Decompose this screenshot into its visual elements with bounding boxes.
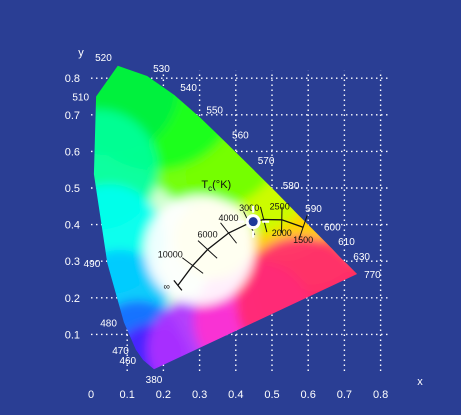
isotherm-tick	[220, 222, 237, 244]
highlight-point-dot	[248, 217, 258, 227]
y-tick-label: 0.8	[65, 73, 80, 85]
wavelength-label: 380	[146, 375, 163, 386]
wavelength-label: 600	[324, 222, 341, 233]
wavelength-label: 770	[364, 270, 381, 281]
x-tick-label: 0.1	[120, 389, 135, 401]
temperature-label: 6000	[198, 229, 218, 239]
y-tick-label: 0.2	[65, 293, 80, 305]
temperature-axis-title-subscript: c	[208, 184, 212, 193]
temperature-label: 1500	[293, 235, 313, 245]
wavelength-label: 610	[338, 237, 355, 248]
y-tick-label: 0.3	[65, 256, 80, 268]
y-tick-label: 0.1	[65, 329, 80, 341]
temperature-label: 4000	[219, 213, 239, 223]
x-tick-label: 0.4	[228, 389, 243, 401]
wavelength-label: 580	[283, 181, 300, 192]
gamut-color-blob	[174, 199, 255, 280]
temperature-axis-title-main: T	[201, 179, 208, 191]
temperature-label: 3000	[239, 203, 259, 213]
wavelength-label: 590	[305, 204, 322, 215]
wavelength-label: 570	[258, 156, 275, 167]
temperature-axis-title: Tc(°K)	[201, 179, 231, 193]
x-tick-label: 0.2	[156, 389, 171, 401]
wavelength-label: 560	[232, 131, 249, 142]
temperature-label: 2000	[272, 228, 292, 238]
wavelength-label: 510	[72, 93, 89, 104]
temperature-label: 2500	[270, 201, 290, 211]
x-tick-label: 0.7	[337, 389, 352, 401]
x-tick-label: 0.3	[192, 389, 207, 401]
grid: 0 0.1 0.2 0.3 0.4 0.5 0.6 0.7 0.8 0.1 0.2 0.3 0.4 0.5…	[65, 70, 388, 401]
wavelength-label: 490	[84, 259, 101, 270]
isotherm-tick	[260, 206, 268, 233]
wavelength-label: 460	[119, 356, 136, 367]
x-tick-label: 0	[88, 389, 94, 401]
x-tick-label: 0.5	[264, 389, 279, 401]
y-axis-label: y	[78, 47, 84, 59]
axes: y x	[78, 47, 423, 388]
y-tick-label: 0.7	[65, 110, 80, 122]
wavelength-label: 530	[153, 64, 170, 75]
wavelength-label: 540	[180, 83, 197, 94]
y-tick-label: 0.5	[65, 183, 80, 195]
temperature-axis-title-unit: (°K)	[212, 179, 231, 191]
x-tick-label: 0.6	[301, 389, 316, 401]
planckian-end-bar	[173, 279, 183, 291]
temperature-label: 10000	[158, 250, 183, 260]
isotherm-tick	[298, 214, 308, 240]
x-tick-label: 0.8	[373, 389, 388, 401]
wavelength-label: 550	[206, 106, 223, 117]
y-tick-label: 0.6	[65, 146, 80, 158]
wavelength-label: 470	[112, 346, 129, 357]
y-tick-label: 0.4	[65, 220, 80, 232]
wavelength-label: 480	[100, 318, 117, 329]
highlighted-white-point	[237, 205, 270, 238]
isotherm-tick	[281, 206, 283, 233]
isotherm-tick	[197, 240, 218, 259]
temperature-label: ∞	[163, 281, 169, 291]
x-axis-label: x	[417, 376, 423, 388]
planckian-curve	[177, 218, 304, 286]
wavelength-label: 520	[95, 53, 112, 64]
isotherm-tick	[182, 257, 204, 274]
wavelength-label: 630	[353, 252, 370, 263]
gamut-color-blob	[93, 65, 180, 156]
